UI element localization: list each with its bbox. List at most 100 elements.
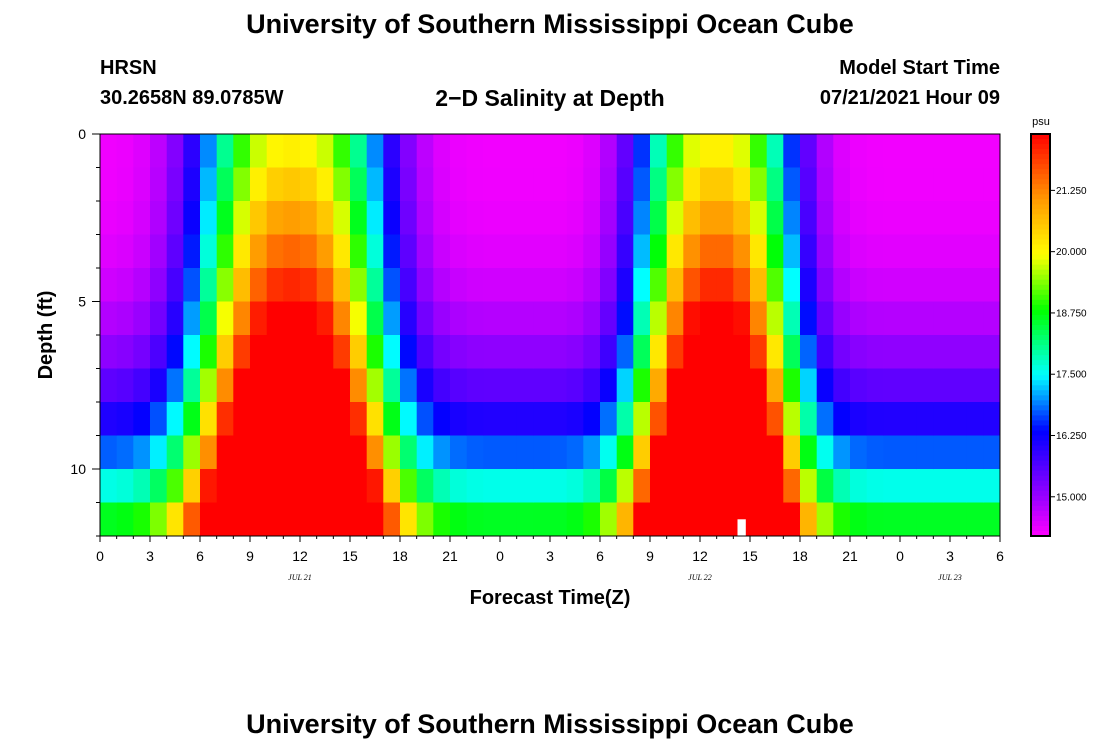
heatmap-cell [900,201,918,235]
heatmap-cell [783,134,801,168]
heatmap-cell [250,201,268,235]
heatmap-cell [466,368,484,403]
heatmap-cell [366,435,384,470]
heatmap-cell [166,402,184,436]
heatmap-cell [550,234,568,269]
heatmap-cell [283,134,301,168]
heatmap-cell [566,335,584,369]
heatmap-cell [383,268,401,302]
heatmap-cell [816,301,834,336]
colorbar-swatch [1031,350,1050,356]
colorbar-swatch [1031,495,1050,502]
colorbar-swatch [1031,510,1050,517]
heatmap-cell [583,502,601,537]
heatmap-cell [600,335,618,369]
heatmap-cell [850,435,868,470]
heatmap-cell [616,167,634,202]
heatmap-cell [133,335,151,369]
colorbar-swatch [1031,189,1050,195]
heatmap-cell [416,368,434,403]
colorbar-swatch [1031,229,1050,235]
heatmap-cell [466,435,484,470]
heatmap-cells [100,134,1001,537]
heatmap-cell [166,167,184,202]
heatmap-cell [416,234,434,269]
heatmap-cell [866,435,884,470]
heatmap-cell [766,502,784,537]
heatmap-cell [683,335,701,369]
x-tick-label: 21 [442,548,458,564]
heatmap-cell [633,268,651,302]
heatmap-cell [966,268,984,302]
colorbar-swatch [1031,289,1050,296]
colorbar-tick-label: 20.000 [1056,247,1087,258]
heatmap-cell [116,402,134,436]
heatmap-cell [633,402,651,436]
heatmap-cell [533,167,551,202]
heatmap-cell [416,469,434,503]
heatmap-cell [850,368,868,403]
heatmap-cell [483,167,501,202]
heatmap-cell [500,502,518,537]
heatmap-cell [933,167,951,202]
heatmap-cell [533,234,551,269]
colorbar-swatch [1031,480,1050,487]
heatmap-cell [766,201,784,235]
heatmap-cell [350,368,368,403]
heatmap-cell [466,301,484,336]
heatmap-cell [450,502,468,537]
heatmap-cell [883,502,901,537]
heatmap-cell [500,402,518,436]
heatmap-cell [850,268,868,302]
heatmap-cell [283,301,301,336]
heatmap-cell [866,368,884,403]
heatmap-cell [233,435,251,470]
heatmap-cell [633,469,651,503]
heatmap-cell [850,201,868,235]
heatmap-cell [683,201,701,235]
colorbar-swatch [1031,279,1050,286]
heatmap-cell [316,301,334,336]
heatmap-cell [616,402,634,436]
heatmap-cell [200,167,218,202]
heatmap-cell [116,469,134,503]
x-tick-label: 21 [842,548,858,564]
colorbar-swatch [1031,244,1050,251]
page-title: University of Southern Mississippi Ocean… [246,9,854,39]
heatmap-cell [283,435,301,470]
heatmap-cell [716,435,734,470]
colorbar-swatch [1031,149,1050,155]
heatmap-cell [900,301,918,336]
heatmap-cell [900,435,918,470]
heatmap-cell [366,335,384,369]
heatmap-cell [750,469,768,503]
heatmap-cell [233,234,251,269]
heatmap-cell [733,402,751,436]
colorbar-swatch [1031,395,1050,401]
heatmap-cell [283,234,301,269]
colorbar-swatch [1031,465,1050,472]
heatmap-cell [666,301,684,336]
heatmap-cell [983,502,1001,537]
heatmap-cell [300,301,318,336]
heatmap-cell [350,201,368,235]
heatmap-cell [100,368,118,403]
heatmap-cell [433,268,451,302]
heatmap-cell [916,435,934,470]
heatmap-cell [650,469,668,503]
heatmap-cell [733,335,751,369]
heatmap-cell [750,234,768,269]
heatmap-cell [500,134,518,168]
heatmap-cell [316,502,334,537]
heatmap-cell [933,201,951,235]
colorbar-swatch [1031,525,1050,532]
heatmap-cell [400,167,418,202]
heatmap-cell [516,234,534,269]
colorbar-swatch [1031,415,1050,421]
heatmap-cell [533,368,551,403]
heatmap-cell [666,134,684,168]
heatmap-cell [666,167,684,202]
heatmap-cell [833,502,851,537]
colorbar-swatch [1031,254,1050,261]
heatmap-cell [733,234,751,269]
